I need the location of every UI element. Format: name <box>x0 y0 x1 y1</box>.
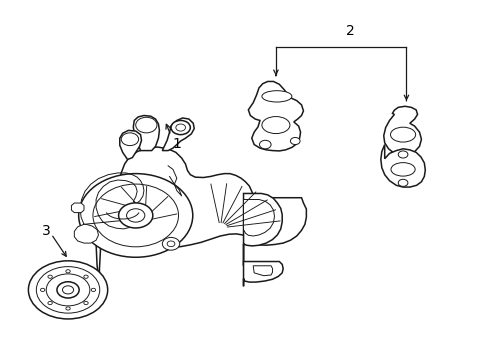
Text: 3: 3 <box>42 224 51 238</box>
Polygon shape <box>243 261 283 286</box>
Ellipse shape <box>390 127 415 142</box>
Circle shape <box>83 275 88 278</box>
Circle shape <box>46 274 90 306</box>
Circle shape <box>290 138 300 145</box>
Polygon shape <box>96 147 306 284</box>
Circle shape <box>48 275 52 278</box>
Circle shape <box>41 288 45 292</box>
Circle shape <box>119 203 153 228</box>
Circle shape <box>162 238 180 250</box>
Polygon shape <box>162 118 194 150</box>
Polygon shape <box>133 116 159 150</box>
Circle shape <box>36 267 100 313</box>
Circle shape <box>176 124 185 131</box>
Text: 2: 2 <box>346 24 354 38</box>
Polygon shape <box>243 193 282 266</box>
Text: 1: 1 <box>172 137 181 151</box>
Circle shape <box>397 179 407 186</box>
Circle shape <box>66 270 70 273</box>
Polygon shape <box>248 81 303 151</box>
Circle shape <box>79 174 192 257</box>
Circle shape <box>397 151 407 158</box>
Circle shape <box>62 286 73 294</box>
Polygon shape <box>380 145 425 187</box>
Circle shape <box>57 282 79 298</box>
Polygon shape <box>71 203 84 213</box>
Circle shape <box>48 301 52 305</box>
Ellipse shape <box>262 91 291 102</box>
Circle shape <box>126 209 144 222</box>
Polygon shape <box>383 106 421 155</box>
Circle shape <box>83 301 88 305</box>
Circle shape <box>136 117 157 133</box>
Polygon shape <box>74 224 98 243</box>
Polygon shape <box>243 199 274 260</box>
Polygon shape <box>120 130 141 159</box>
Circle shape <box>91 288 95 292</box>
Ellipse shape <box>262 117 289 134</box>
Circle shape <box>28 261 107 319</box>
Ellipse shape <box>390 163 414 176</box>
Circle shape <box>259 140 270 149</box>
Circle shape <box>93 184 178 247</box>
Circle shape <box>167 241 175 247</box>
Polygon shape <box>253 266 272 276</box>
Circle shape <box>66 307 70 310</box>
Circle shape <box>171 121 190 135</box>
Circle shape <box>121 133 138 145</box>
